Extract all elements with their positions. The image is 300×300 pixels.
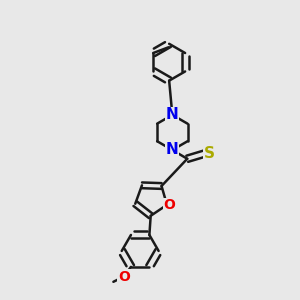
Text: O: O bbox=[118, 269, 130, 284]
Text: N: N bbox=[166, 107, 179, 122]
Text: O: O bbox=[164, 199, 175, 212]
Text: N: N bbox=[166, 142, 179, 158]
Text: S: S bbox=[204, 146, 215, 161]
